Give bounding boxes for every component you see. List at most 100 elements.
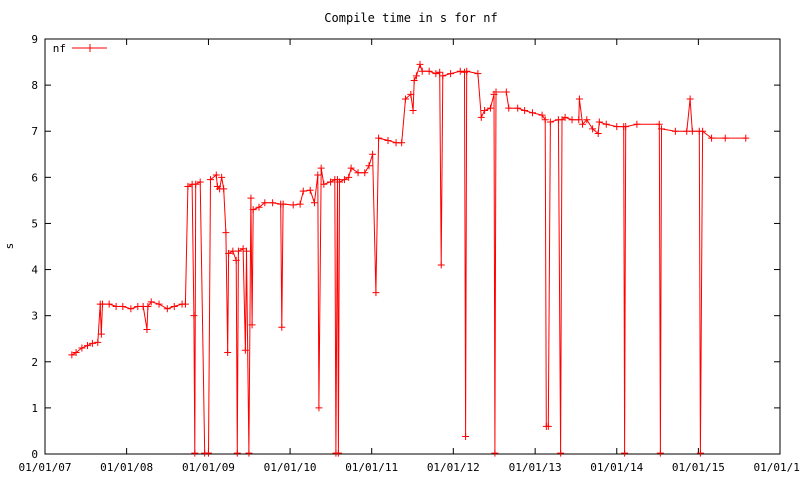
data-point bbox=[296, 200, 304, 208]
data-point bbox=[68, 351, 76, 359]
y-tick-label: 3 bbox=[31, 310, 38, 323]
data-point bbox=[222, 229, 230, 237]
data-point bbox=[699, 127, 707, 135]
data-point bbox=[412, 72, 420, 80]
data-point bbox=[502, 88, 510, 96]
data-point bbox=[398, 139, 406, 147]
x-tick-label: 01/01/16 bbox=[754, 461, 800, 474]
data-point bbox=[436, 68, 444, 76]
data-point bbox=[474, 70, 482, 78]
x-tick-label: 01/01/14 bbox=[590, 461, 643, 474]
data-point bbox=[655, 120, 663, 128]
data-point bbox=[206, 176, 214, 184]
data-point bbox=[401, 95, 409, 103]
data-point bbox=[462, 432, 470, 440]
data-point bbox=[241, 346, 249, 354]
data-point bbox=[72, 349, 80, 357]
y-tick-label: 4 bbox=[31, 264, 38, 277]
data-point bbox=[621, 449, 629, 457]
data-point bbox=[299, 187, 307, 195]
data-point bbox=[190, 312, 198, 320]
data-point bbox=[224, 349, 232, 357]
data-point bbox=[425, 67, 433, 75]
data-point bbox=[83, 342, 91, 350]
x-tick-label: 01/01/15 bbox=[672, 461, 725, 474]
data-point bbox=[317, 164, 325, 172]
data-point bbox=[418, 67, 426, 75]
data-point bbox=[310, 199, 318, 207]
data-point bbox=[439, 72, 447, 80]
data-point bbox=[192, 180, 200, 188]
data-point bbox=[656, 449, 664, 457]
data-point bbox=[568, 116, 576, 124]
data-point bbox=[575, 116, 583, 124]
data-point bbox=[127, 305, 135, 313]
x-tick-label: 01/01/11 bbox=[345, 461, 398, 474]
legend: nf bbox=[53, 42, 107, 55]
data-point bbox=[232, 256, 240, 264]
data-point bbox=[492, 88, 500, 96]
y-tick-label: 0 bbox=[31, 448, 38, 461]
y-tick-label: 5 bbox=[31, 217, 38, 230]
data-point bbox=[538, 111, 546, 119]
data-point bbox=[410, 77, 418, 84]
y-axis-label: s bbox=[3, 243, 16, 250]
data-point bbox=[657, 125, 665, 133]
data-point bbox=[335, 178, 343, 186]
data-point bbox=[491, 449, 499, 457]
data-point bbox=[579, 120, 587, 128]
data-point bbox=[314, 171, 322, 179]
series-layer bbox=[68, 60, 750, 457]
data-point bbox=[481, 106, 489, 114]
data-point bbox=[521, 106, 529, 114]
data-point bbox=[575, 95, 583, 103]
data-point bbox=[365, 162, 373, 170]
data-point bbox=[595, 118, 603, 126]
data-point bbox=[671, 127, 679, 135]
data-point bbox=[544, 422, 552, 430]
data-point bbox=[320, 180, 328, 188]
data-point bbox=[583, 116, 591, 124]
data-point bbox=[249, 206, 257, 214]
data-point bbox=[557, 449, 565, 457]
data-point bbox=[147, 298, 155, 306]
y-tick-label: 8 bbox=[31, 79, 38, 92]
data-point bbox=[112, 302, 120, 310]
y-tick-label: 9 bbox=[31, 33, 38, 46]
data-point bbox=[196, 178, 204, 186]
x-tick-label: 01/01/10 bbox=[264, 461, 317, 474]
axis-tick-labels: 0 1 2 3 4 5 6 7 8 9 01/01/07 01/01/08 01/01/09 01/01/… bbox=[19, 33, 800, 474]
data-point bbox=[163, 305, 171, 313]
data-point bbox=[696, 449, 704, 457]
data-point bbox=[204, 449, 212, 457]
series-line-nf bbox=[71, 62, 746, 454]
y-tick-label: 1 bbox=[31, 402, 38, 415]
data-point bbox=[505, 104, 513, 112]
data-point bbox=[155, 300, 163, 308]
data-point bbox=[633, 120, 641, 128]
plot-frame bbox=[44, 38, 781, 455]
data-point bbox=[181, 300, 189, 308]
data-point bbox=[514, 104, 522, 112]
data-point bbox=[384, 136, 392, 144]
legend-label-nf: nf bbox=[53, 42, 66, 55]
data-point bbox=[437, 261, 445, 269]
data-point bbox=[248, 321, 256, 329]
data-point bbox=[345, 173, 353, 181]
data-point bbox=[143, 326, 151, 333]
data-point bbox=[721, 134, 729, 142]
data-point bbox=[613, 123, 621, 131]
data-point bbox=[119, 302, 127, 310]
data-point bbox=[456, 67, 464, 75]
legend-marker-nf bbox=[86, 44, 94, 52]
data-point bbox=[541, 116, 549, 124]
y-tick-label: 6 bbox=[31, 171, 38, 184]
x-tick-label: 01/01/09 bbox=[182, 461, 235, 474]
data-point bbox=[622, 123, 630, 131]
data-point bbox=[369, 150, 377, 158]
data-point bbox=[212, 171, 220, 179]
data-point bbox=[528, 109, 536, 117]
x-tick-label: 01/01/13 bbox=[509, 461, 562, 474]
x-tick-label: 01/01/12 bbox=[427, 461, 480, 474]
data-point bbox=[242, 247, 250, 255]
